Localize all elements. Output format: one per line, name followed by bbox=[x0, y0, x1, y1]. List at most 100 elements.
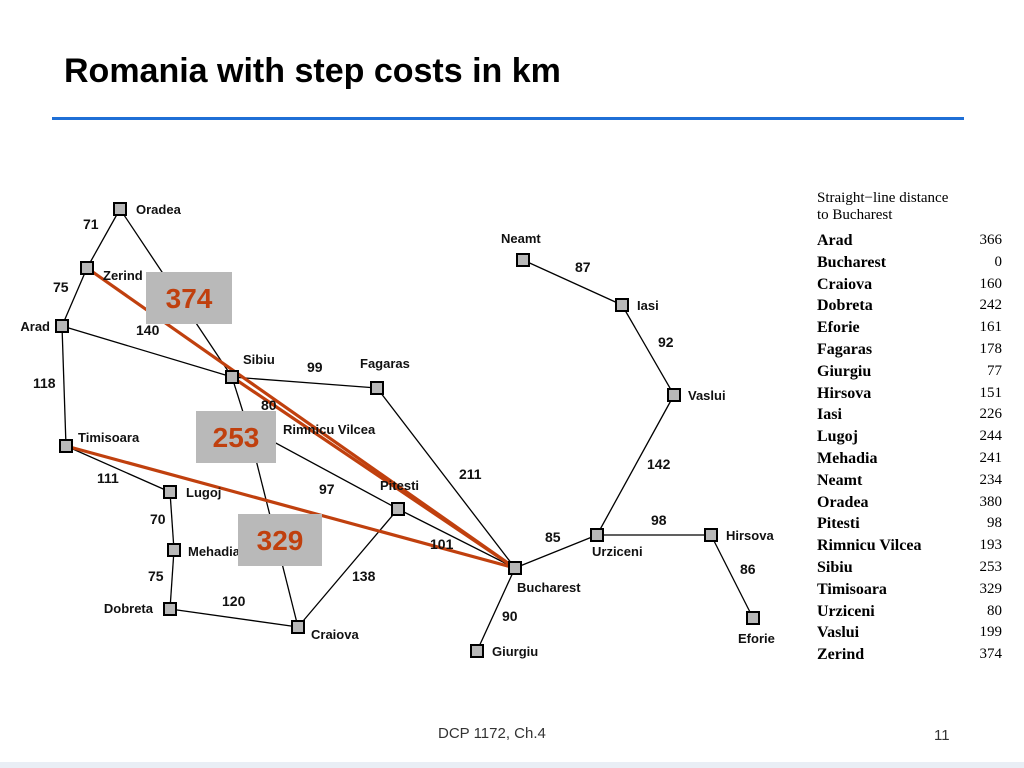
table-city: Giurgiu bbox=[817, 362, 872, 380]
callout-timisoara: 329 bbox=[238, 514, 322, 566]
road-sibiu-fagaras bbox=[231, 376, 378, 389]
table-city: Zerind bbox=[817, 646, 865, 664]
city-label-arad: Arad bbox=[20, 319, 50, 334]
callout-box bbox=[196, 411, 276, 463]
road-cost-label: 70 bbox=[150, 511, 166, 527]
road-cost-label: 118 bbox=[33, 375, 56, 391]
city-node-arad bbox=[55, 319, 69, 333]
city-node-neamt bbox=[516, 253, 530, 267]
table-city: Neamt bbox=[817, 471, 863, 489]
table-row: Fagaras 178 bbox=[817, 339, 1002, 361]
table-row: Hirsova 151 bbox=[817, 383, 1002, 405]
callout-box bbox=[146, 272, 232, 324]
city-label-oradea: Oradea bbox=[136, 202, 182, 217]
city-node-giurgiu bbox=[470, 644, 484, 658]
city-label-pitesti: Pitesti bbox=[380, 478, 419, 493]
table-distance: 199 bbox=[979, 624, 1003, 641]
title-rule bbox=[52, 117, 964, 120]
city-label-neamt: Neamt bbox=[501, 231, 541, 246]
table-distance: 77 bbox=[987, 362, 1002, 379]
road-zerind-arad bbox=[61, 267, 88, 327]
road-cost-label: 98 bbox=[651, 512, 667, 528]
table-distance: 80 bbox=[987, 602, 1002, 619]
road-bucharest-urziceni bbox=[514, 534, 598, 569]
table-city: Arad bbox=[817, 232, 853, 249]
heuristic-table: Arad 366 Bucharest 0 Craiova 160 Dobreta 242 Efo… bbox=[817, 230, 1002, 666]
road-cost-label: 87 bbox=[575, 259, 591, 275]
table-row: Pitesti 98 bbox=[817, 513, 1002, 535]
city-label-iasi: Iasi bbox=[637, 298, 659, 313]
road-cost-label: 86 bbox=[740, 561, 756, 577]
table-row: Eforie 161 bbox=[817, 317, 1002, 339]
city-node-eforie bbox=[746, 611, 760, 625]
heuristic-table-title-line2: to Bucharest bbox=[817, 207, 893, 223]
callout-zerind: 374 bbox=[146, 272, 232, 324]
road-cost-label: 211 bbox=[459, 466, 482, 482]
city-label-eforie: Eforie bbox=[738, 631, 775, 646]
city-node-dobreta bbox=[163, 602, 177, 616]
road-cost-label: 101 bbox=[430, 536, 454, 552]
road-cost-label: 120 bbox=[222, 593, 246, 609]
road-iasi-neamt bbox=[522, 259, 623, 306]
table-row: Giurgiu 77 bbox=[817, 361, 1002, 383]
callout-value: 329 bbox=[257, 525, 304, 556]
table-distance: 374 bbox=[979, 646, 1003, 663]
table-distance: 160 bbox=[979, 275, 1003, 292]
road-lugoj-mehadia bbox=[169, 491, 175, 551]
table-row: Dobreta 242 bbox=[817, 295, 1002, 317]
table-city: Mehadia bbox=[817, 449, 878, 467]
table-distance: 98 bbox=[987, 515, 1002, 532]
callout-sibiu: 253 bbox=[196, 411, 276, 463]
city-label-dobreta: Dobreta bbox=[104, 601, 154, 616]
road-cost-label: 111 bbox=[97, 470, 119, 486]
road-cost-label: 99 bbox=[307, 359, 323, 375]
road-cost-label: 140 bbox=[136, 322, 160, 338]
table-row: Arad 366 bbox=[817, 230, 1002, 252]
table-city: Pitesti bbox=[817, 515, 860, 533]
table-distance: 178 bbox=[979, 340, 1003, 357]
city-label-bucharest: Bucharest bbox=[517, 580, 581, 595]
table-distance: 242 bbox=[979, 297, 1003, 314]
callout-value: 253 bbox=[213, 422, 260, 453]
table-city: Urziceni bbox=[817, 602, 875, 620]
roads-layer bbox=[61, 208, 754, 652]
road-cost-label: 75 bbox=[148, 568, 164, 584]
table-city: Dobreta bbox=[817, 297, 873, 315]
table-row: Bucharest 0 bbox=[817, 252, 1002, 274]
road-mehadia-dobreta bbox=[169, 549, 175, 610]
city-label-giurgiu: Giurgiu bbox=[492, 644, 538, 659]
city-node-zerind bbox=[80, 261, 94, 275]
road-dobreta-craiova bbox=[169, 608, 299, 628]
city-label-timisoara: Timisoara bbox=[78, 430, 140, 445]
table-city: Oradea bbox=[817, 493, 869, 511]
city-node-hirsova bbox=[704, 528, 718, 542]
city-labels: Oradea Zerind Arad Sibiu Fagaras Rimnicu Vilc… bbox=[20, 202, 774, 659]
table-distance: 226 bbox=[979, 406, 1003, 423]
callout-box bbox=[238, 514, 322, 566]
straight-line-timisoara-bucharest bbox=[65, 444, 516, 570]
city-node-mehadia bbox=[167, 543, 181, 557]
page-number: 11 bbox=[934, 727, 950, 744]
road-pitesti-bucharest bbox=[397, 508, 516, 569]
city-node-timisoara bbox=[59, 439, 73, 453]
table-row: Zerind 374 bbox=[817, 644, 1002, 666]
city-label-craiova: Craiova bbox=[311, 627, 359, 642]
table-distance: 234 bbox=[979, 471, 1003, 488]
city-label-mehadia: Mehadia bbox=[188, 544, 241, 559]
city-label-zerind: Zerind bbox=[103, 268, 143, 283]
table-city: Bucharest bbox=[817, 253, 887, 271]
table-distance: 366 bbox=[979, 232, 1003, 248]
city-node-iasi bbox=[615, 298, 629, 312]
city-label-sibiu: Sibiu bbox=[243, 352, 275, 367]
heuristic-callouts: 374 253 329 bbox=[146, 272, 322, 566]
table-city: Lugoj bbox=[817, 428, 858, 446]
road-fagaras-bucharest bbox=[376, 387, 516, 569]
city-node-bucharest bbox=[508, 561, 522, 575]
table-city: Vaslui bbox=[817, 624, 860, 642]
road-cost-label: 138 bbox=[352, 568, 376, 584]
table-distance: 380 bbox=[979, 493, 1003, 510]
table-row: Iasi 226 bbox=[817, 404, 1002, 426]
road-arad-sibiu bbox=[61, 325, 233, 378]
table-city: Hirsova bbox=[817, 384, 872, 402]
table-distance: 244 bbox=[979, 428, 1003, 445]
